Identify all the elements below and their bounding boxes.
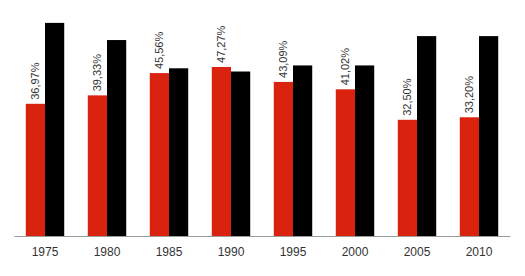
bar bbox=[212, 67, 231, 236]
data-label: 36,97% bbox=[29, 62, 41, 100]
x-tick-label: 1980 bbox=[94, 245, 121, 259]
x-tick: 2010 bbox=[466, 236, 493, 259]
x-tick: 1990 bbox=[218, 236, 245, 259]
x-axis: 1975 1980 1985 1990 1995 2000 2005 2010 bbox=[15, 236, 511, 259]
x-tick: 1985 bbox=[156, 236, 183, 259]
x-tick-label: 2005 bbox=[404, 245, 431, 259]
data-label: 33,20% bbox=[463, 76, 475, 114]
data-label: 45,56% bbox=[153, 32, 165, 70]
bar bbox=[417, 36, 436, 236]
x-tick: 1995 bbox=[280, 236, 307, 259]
chart: 36,97% 39,33% 45,56% 47,27% 43,09% 41,02% 32,5… bbox=[0, 0, 525, 276]
bar bbox=[88, 95, 107, 236]
bar bbox=[355, 65, 374, 236]
x-tick: 2005 bbox=[404, 236, 431, 259]
bar bbox=[336, 89, 355, 236]
bar bbox=[26, 104, 45, 236]
x-tick-label: 1995 bbox=[280, 245, 307, 259]
bar bbox=[169, 68, 188, 236]
data-labels: 36,97% 39,33% 45,56% 47,27% 43,09% 41,02% 32,5… bbox=[29, 25, 475, 115]
data-label: 39,33% bbox=[91, 54, 103, 92]
bar bbox=[479, 36, 498, 236]
data-label: 47,27% bbox=[215, 25, 227, 63]
bar bbox=[460, 117, 479, 236]
bar bbox=[150, 73, 169, 236]
x-tick-label: 1975 bbox=[32, 245, 59, 259]
data-label: 43,09% bbox=[277, 40, 289, 78]
data-label: 32,50% bbox=[401, 78, 413, 116]
x-tick-label: 1990 bbox=[218, 245, 245, 259]
bar bbox=[107, 40, 126, 236]
bar bbox=[231, 72, 250, 236]
x-tick: 2000 bbox=[342, 236, 369, 259]
bar bbox=[45, 23, 64, 236]
data-label: 41,02% bbox=[339, 48, 351, 86]
bar bbox=[398, 120, 417, 236]
bar bbox=[293, 65, 312, 236]
x-tick-label: 2010 bbox=[466, 245, 493, 259]
bars bbox=[26, 23, 498, 236]
x-tick-label: 1985 bbox=[156, 245, 183, 259]
bar bbox=[274, 82, 293, 236]
x-tick: 1980 bbox=[94, 236, 121, 259]
x-tick: 1975 bbox=[32, 236, 59, 259]
x-axis-line bbox=[15, 236, 511, 237]
x-tick-label: 2000 bbox=[342, 245, 369, 259]
series-1 bbox=[45, 23, 498, 236]
